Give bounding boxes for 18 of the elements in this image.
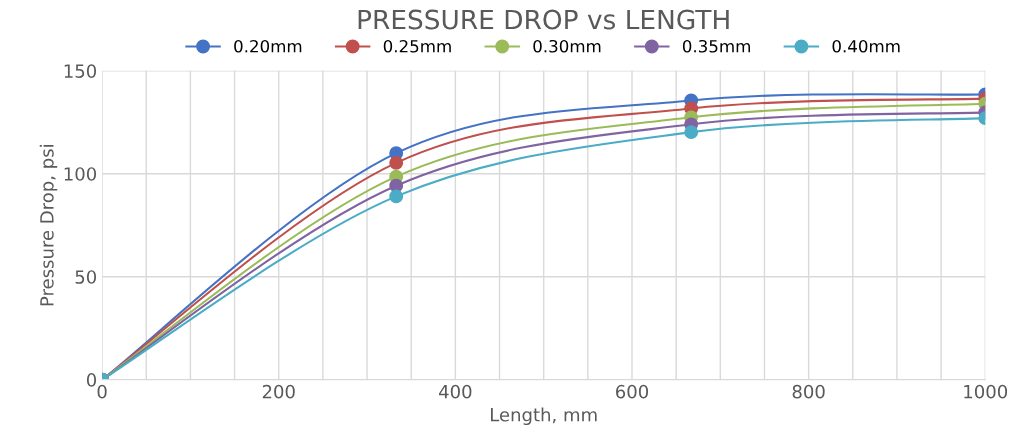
legend-label: 0.35mm: [682, 39, 750, 53]
y-tick-label: 100: [64, 167, 97, 181]
x-tick-label: 200: [262, 384, 295, 399]
x-axis-title: Length, mm: [490, 407, 597, 426]
x-tick-label: 1000: [964, 384, 1008, 399]
legend-label: 0.20mm: [234, 39, 302, 53]
x-tick-label: 800: [792, 384, 825, 399]
legend-label: 0.25mm: [383, 39, 451, 53]
y-tick-label: 50: [75, 270, 97, 284]
legend-label: 0.40mm: [832, 39, 900, 53]
y-axis-title: Pressure Drop, psi: [39, 145, 58, 306]
x-tick-label: 600: [616, 384, 649, 399]
chart-title: PRESSURE DROP vs LENGTH: [358, 9, 729, 30]
x-tick-label: 0: [97, 384, 107, 399]
x-tick-label: 400: [439, 384, 472, 399]
y-tick-label: 150: [64, 64, 97, 78]
legend-label: 0.30mm: [533, 39, 601, 53]
y-tick-label: 0: [86, 373, 97, 387]
